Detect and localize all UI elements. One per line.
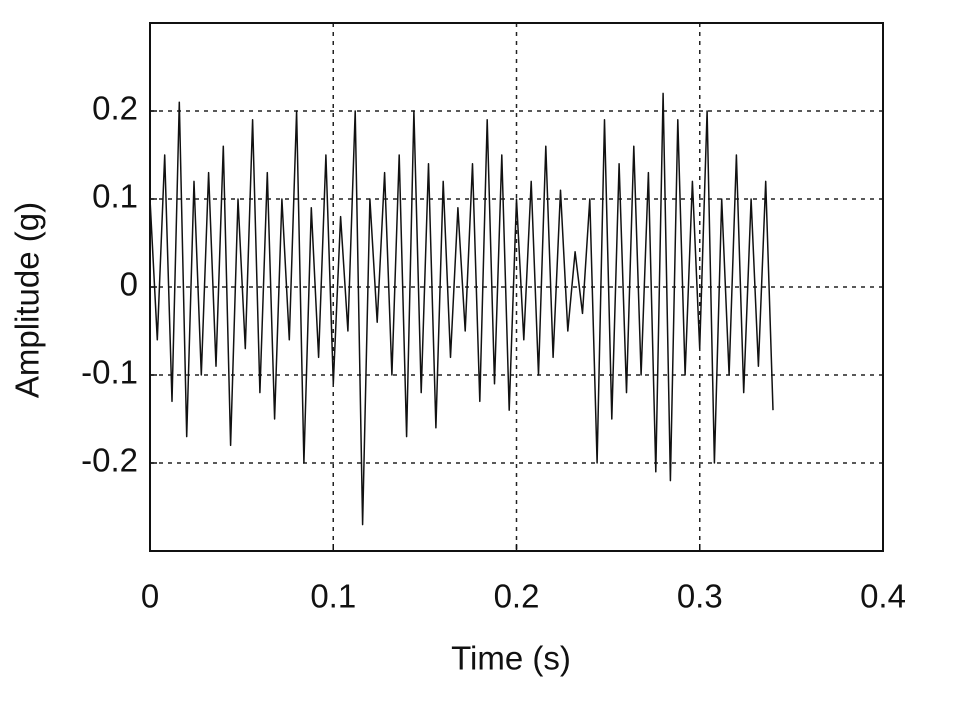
y-tick-label: 0.2 <box>92 90 138 127</box>
x-tick-label: 0 <box>141 578 159 615</box>
x-tick-label: 0.3 <box>677 578 723 615</box>
y-tick-label: -0.1 <box>81 354 138 391</box>
plot-frame <box>149 22 884 552</box>
y-tick-label: -0.2 <box>81 442 138 479</box>
signal-line <box>149 92 774 526</box>
y-axis-label: Amplitude (g) <box>9 202 46 398</box>
x-tick-label: 0.1 <box>310 578 356 615</box>
x-axis-label: Time (s) <box>451 640 571 677</box>
y-tick-label: 0.1 <box>92 178 138 215</box>
x-tick-label: 0.4 <box>860 578 906 615</box>
x-tick-label: 0.2 <box>494 578 540 615</box>
y-tick-label: 0 <box>120 266 138 303</box>
